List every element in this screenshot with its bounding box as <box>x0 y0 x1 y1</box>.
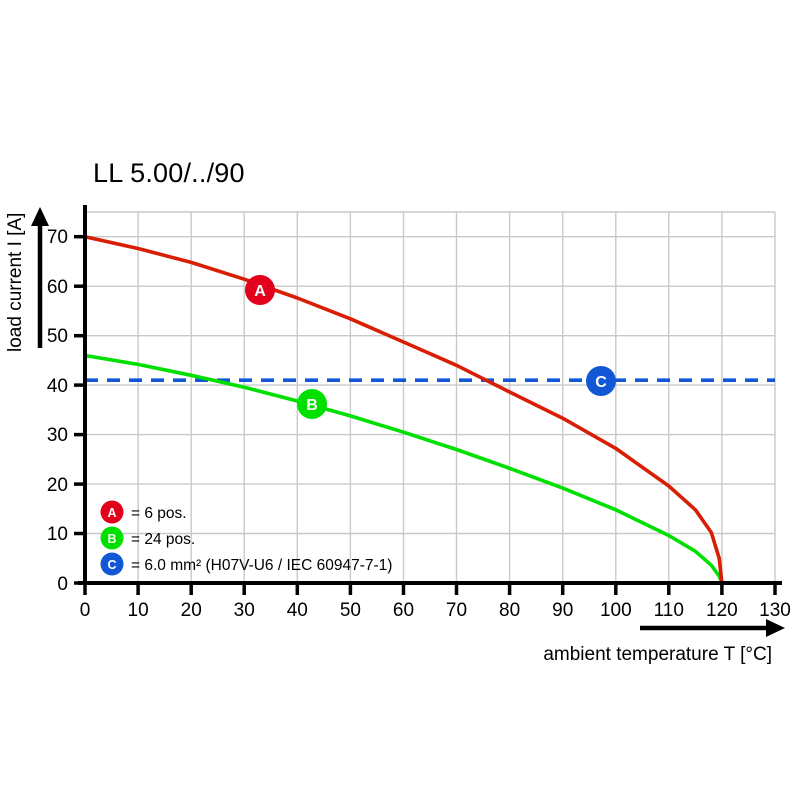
x-tick-0: 0 <box>80 600 91 621</box>
y-tick-50: 50 <box>47 326 68 347</box>
y-tick-40: 40 <box>47 376 68 397</box>
legend-badge-b-icon <box>100 526 124 550</box>
page-title: LL 5.00/../90 <box>93 158 245 188</box>
x-axis-title: ambient temperature T [°C] <box>543 644 772 665</box>
legend-item-c: C = 6.0 mm² (H07V-U6 / IEC 60947-7-1) <box>100 552 392 576</box>
legend-badge-c-icon <box>100 552 124 576</box>
legend-text-c: = 6.0 mm² (H07V-U6 / IEC 60947-7-1) <box>131 557 392 574</box>
x-tick-60: 60 <box>393 600 414 621</box>
x-tick-10: 10 <box>128 600 149 621</box>
legend-badge-a-label: A <box>107 506 116 520</box>
x-tick-20: 20 <box>181 600 202 621</box>
y-tick-30: 30 <box>47 425 68 446</box>
series-a-curve <box>83 234 724 585</box>
x-tick-40: 40 <box>287 600 308 621</box>
x-tick-130: 130 <box>759 600 791 621</box>
y-tick-10: 10 <box>47 524 68 545</box>
y-axis-arrow-icon <box>31 207 49 348</box>
legend-badge-b-label: B <box>107 532 116 546</box>
marker-c-label: C <box>595 374 607 391</box>
legend-badge-a-icon <box>100 500 124 524</box>
x-tick-80: 80 <box>499 600 520 621</box>
x-axis-arrow-icon <box>640 619 785 637</box>
x-tick-90: 90 <box>552 600 573 621</box>
x-tick-110: 110 <box>654 600 684 621</box>
legend: A = 6 pos. B = 24 pos. C = 6.0 mm² (H07V… <box>100 500 392 576</box>
y-tick-0: 0 <box>57 574 68 595</box>
plot-background <box>85 212 775 583</box>
marker-b: B <box>297 389 327 419</box>
legend-text-b: = 24 pos. <box>131 531 195 548</box>
x-tick-100: 100 <box>600 600 632 621</box>
x-tick-30: 30 <box>234 600 255 621</box>
legend-item-a: A = 6 pos. <box>100 500 187 524</box>
marker-b-label: B <box>306 397 318 414</box>
y-axis-ticks <box>74 234 85 585</box>
y-tick-20: 20 <box>47 475 68 496</box>
series-b-curve <box>83 353 724 585</box>
legend-text-a: = 6 pos. <box>131 505 187 522</box>
x-tick-120: 120 <box>706 600 738 621</box>
marker-c: C <box>586 366 616 396</box>
y-tick-60: 60 <box>47 277 68 298</box>
legend-badge-c-label: C <box>107 558 116 572</box>
marker-a-label: A <box>254 283 266 300</box>
x-tick-50: 50 <box>340 600 361 621</box>
marker-a: A <box>245 275 275 305</box>
x-tick-70: 70 <box>446 600 467 621</box>
x-axis-ticks <box>83 583 777 595</box>
y-tick-70: 70 <box>47 227 68 248</box>
legend-item-b: B = 24 pos. <box>100 526 195 550</box>
y-axis-title: load current I [A] <box>5 213 26 352</box>
